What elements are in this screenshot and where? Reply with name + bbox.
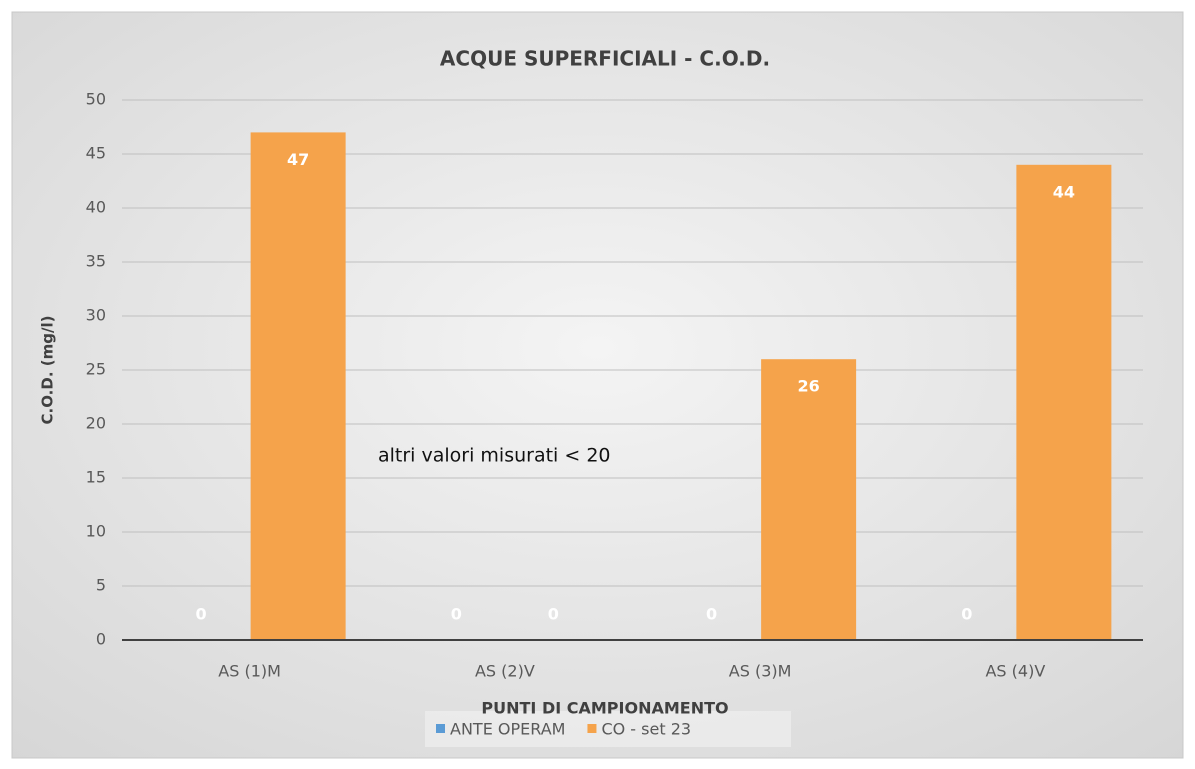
bar [761,359,857,640]
chart-background [11,11,1184,759]
y-tick-label: 35 [86,252,106,271]
x-tick-label: AS (2)V [475,662,535,681]
y-tick-label: 15 [86,468,106,487]
x-tick-label: AS (4)V [985,662,1045,681]
bar [1016,164,1112,641]
data-label: 26 [797,377,819,396]
y-tick-label: 30 [86,306,106,325]
y-axis-label: C.O.D. (mg/l) [39,316,57,425]
x-tick-label: AS (1)M [218,662,281,681]
x-axis-label: PUNTI DI CAMPIONAMENTO [481,699,728,718]
data-label: 0 [196,605,207,624]
y-tick-label: 25 [86,360,106,379]
y-tick-label: 5 [96,576,106,595]
y-tick-label: 0 [96,630,106,649]
data-label: 0 [706,605,717,624]
data-label: 44 [1053,182,1075,201]
chart-title: ACQUE SUPERFICIALI - C.O.D. [440,47,770,71]
legend-swatch [587,724,597,733]
data-label: 0 [961,605,972,624]
legend-label: ANTE OPERAM [450,720,565,739]
legend-swatch [436,724,445,733]
data-label: 47 [287,150,309,169]
legend-label: CO - set 23 [601,720,691,739]
y-tick-label: 10 [86,522,106,541]
y-tick-label: 50 [86,90,106,109]
x-tick-label: AS (3)M [729,662,792,681]
bar [250,132,346,640]
y-tick-label: 40 [86,198,106,217]
legend-box [425,711,791,747]
y-tick-label: 45 [86,144,106,163]
y-tick-label: 20 [86,414,106,433]
annotation: altri valori misurati < 20 [378,445,611,467]
data-label: 0 [451,605,462,624]
data-label: 0 [548,605,559,624]
